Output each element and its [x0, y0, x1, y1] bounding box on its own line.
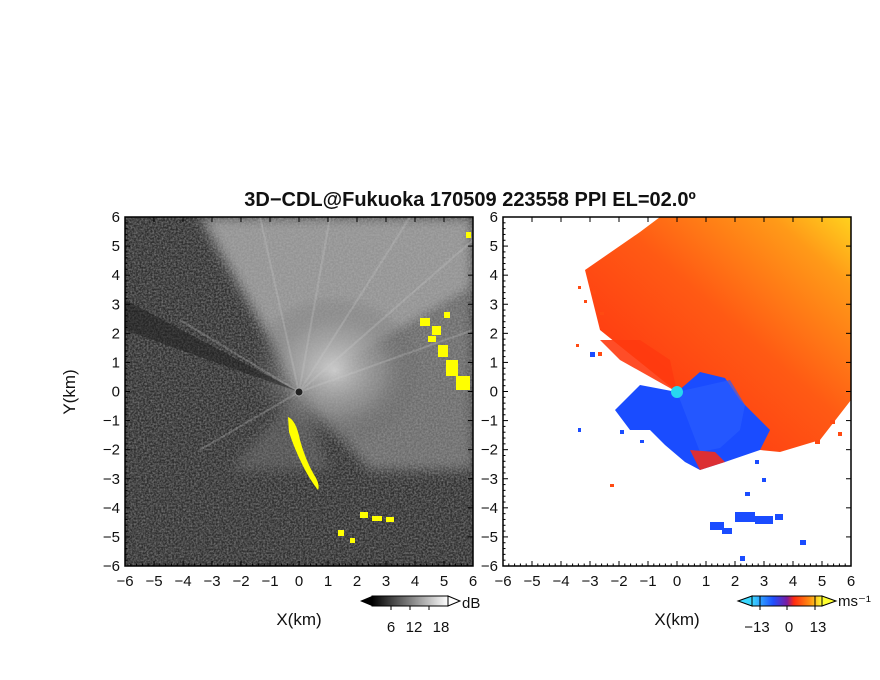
- x-tick-label: 2: [353, 573, 361, 590]
- y-tick-label: 0: [490, 384, 498, 401]
- chart-title: 3D−CDL@Fukuoka 170509 223558 PPI EL=02.0…: [244, 189, 696, 211]
- left-colorbar-unit: dB: [462, 595, 480, 612]
- x-tick-label: 6: [469, 573, 477, 590]
- x-tick-label: −2: [232, 573, 249, 590]
- left-x-axis-label: X(km): [276, 610, 321, 629]
- x-tick-label: −5: [523, 573, 540, 590]
- right-panel: −6 −5 −4 −3 −2 −1 0 1 2 3 4 5 6 6 5 4 3 2 1 0 −1 −2 −3 −4 −5 −6: [481, 209, 855, 590]
- right-colorbar: ms⁻¹ −13 0 13: [736, 593, 871, 636]
- right-colorbar-tick-2: 0: [785, 619, 793, 636]
- x-tick-label: 4: [789, 573, 797, 590]
- y-tick-label: −1: [103, 413, 120, 430]
- x-tick-label: 2: [731, 573, 739, 590]
- x-tick-label: 1: [324, 573, 332, 590]
- left-panel: −6 −5 −4 −3 −2 −1 0 1 2 3 4 5 6 6 5 4 3 2 1 0 −1 −2 −3 −4 −5 −6: [103, 209, 477, 590]
- y-tick-label: 0: [112, 384, 120, 401]
- left-colorbar: dB 6 12 18: [360, 595, 480, 636]
- right-x-axis-label: X(km): [654, 610, 699, 629]
- y-tick-label: 6: [490, 209, 498, 226]
- right-colorbar-tick-3: 13: [810, 619, 827, 636]
- y-tick-label: −5: [481, 529, 498, 546]
- y-tick-label: 5: [112, 238, 120, 255]
- strong-echo-regions: [288, 232, 471, 543]
- x-tick-label: −6: [116, 573, 133, 590]
- x-tick-label: −2: [610, 573, 627, 590]
- radar-location-marker: [671, 386, 683, 398]
- x-tick-label: 6: [847, 573, 855, 590]
- right-colorbar-tick-1: −13: [744, 619, 769, 636]
- left-y-axis-label: Y(km): [60, 369, 79, 414]
- left-colorbar-tick-3: 18: [433, 619, 450, 636]
- y-tick-label: 4: [112, 267, 120, 284]
- y-tick-label: 1: [490, 354, 498, 371]
- y-tick-label: 1: [112, 354, 120, 371]
- y-tick-label: −3: [481, 471, 498, 488]
- y-tick-label: −1: [481, 413, 498, 430]
- y-tick-label: −2: [103, 442, 120, 459]
- x-tick-label: −1: [639, 573, 656, 590]
- x-tick-label: −3: [581, 573, 598, 590]
- x-tick-label: 3: [382, 573, 390, 590]
- right-colorbar-unit: ms⁻¹: [838, 593, 871, 610]
- y-tick-label: −6: [481, 558, 498, 575]
- x-tick-label: 5: [818, 573, 826, 590]
- y-tick-label: 3: [490, 296, 498, 313]
- x-tick-label: 0: [295, 573, 303, 590]
- receding-region: [585, 217, 851, 452]
- x-tick-label: −1: [261, 573, 278, 590]
- y-tick-label: −5: [103, 529, 120, 546]
- x-tick-label: −4: [552, 573, 569, 590]
- x-tick-label: 4: [411, 573, 419, 590]
- x-tick-label: 5: [440, 573, 448, 590]
- y-tick-label: −4: [481, 500, 498, 517]
- left-colorbar-tick-2: 12: [406, 619, 423, 636]
- y-tick-label: −6: [103, 558, 120, 575]
- x-tick-label: 1: [702, 573, 710, 590]
- y-tick-label: −4: [103, 500, 120, 517]
- x-tick-label: −5: [145, 573, 162, 590]
- y-tick-label: −3: [103, 471, 120, 488]
- y-tick-label: 5: [490, 238, 498, 255]
- left-heatmap: [125, 217, 473, 566]
- y-tick-label: 2: [112, 325, 120, 342]
- y-tick-label: 4: [490, 267, 498, 284]
- x-tick-label: −6: [494, 573, 511, 590]
- right-heatmap: [503, 217, 851, 566]
- x-tick-label: 3: [760, 573, 768, 590]
- x-tick-label: −4: [174, 573, 191, 590]
- x-tick-label: 0: [673, 573, 681, 590]
- y-tick-label: 3: [112, 296, 120, 313]
- left-colorbar-tick-1: 6: [387, 619, 395, 636]
- y-tick-label: 6: [112, 209, 120, 226]
- y-tick-label: −2: [481, 442, 498, 459]
- y-tick-label: 2: [490, 325, 498, 342]
- x-tick-label: −3: [203, 573, 220, 590]
